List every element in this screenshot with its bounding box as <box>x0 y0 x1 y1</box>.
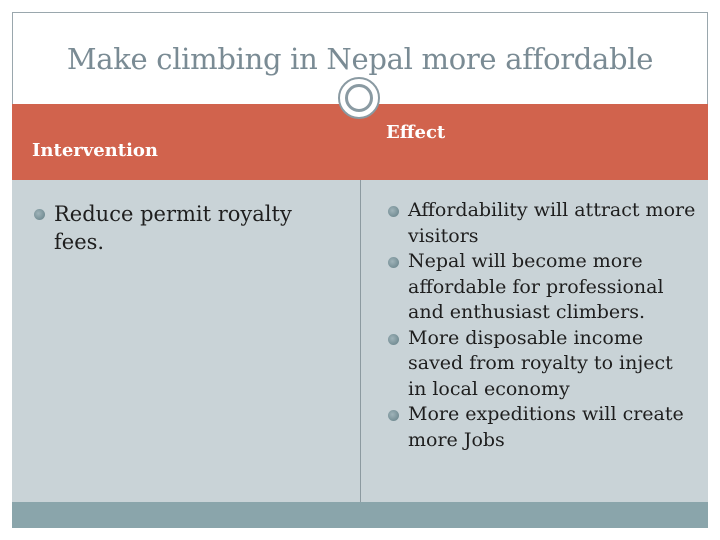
effect-item: More disposable income saved from royalt… <box>386 326 696 403</box>
effect-item: More expeditions will create more Jobs <box>386 402 696 453</box>
effect-header: Effect <box>386 122 446 143</box>
decorative-ring-inner <box>345 84 373 112</box>
column-divider <box>360 180 361 502</box>
effect-item: Affordability will attract more visitors <box>386 198 696 249</box>
slide-title: Make climbing in Nepal more affordable <box>66 42 654 76</box>
intervention-header: Intervention <box>32 140 158 161</box>
footer-band <box>12 502 708 528</box>
decorative-ring-icon <box>338 77 380 119</box>
intervention-item: Reduce permit royalty fees. <box>32 200 342 256</box>
effect-list: Affordability will attract more visitors… <box>386 198 696 453</box>
effect-item: Nepal will become more affordable for pr… <box>386 249 696 326</box>
intervention-list: Reduce permit royalty fees. <box>32 200 342 256</box>
